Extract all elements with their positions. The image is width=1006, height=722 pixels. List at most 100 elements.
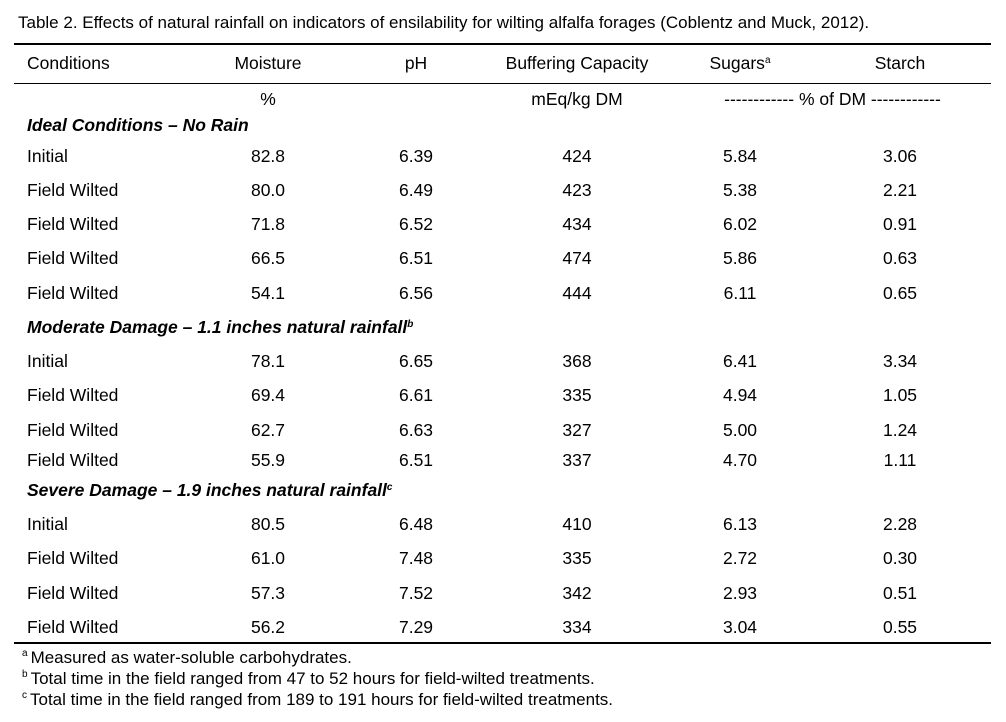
row-ph: 6.65: [398, 351, 434, 371]
row-moisture: 71.8: [250, 214, 286, 234]
footnote-c: c Total time in the field ranged from 189…: [22, 690, 613, 710]
row-ph: 7.48: [398, 548, 434, 568]
row-buffering: 327: [562, 420, 592, 440]
row-buffering: 474: [562, 248, 592, 268]
row-condition: Field Wilted: [27, 248, 119, 268]
row-buffering: 334: [562, 617, 592, 637]
row-starch: 0.51: [882, 583, 918, 603]
row-buffering: 434: [562, 214, 592, 234]
row-moisture: 57.3: [250, 583, 286, 603]
row-condition: Initial: [27, 514, 68, 534]
row-sugars: 5.00: [722, 420, 758, 440]
row-starch: 3.34: [882, 351, 918, 371]
row-ph: 6.63: [398, 420, 434, 440]
row-ph: 6.48: [398, 514, 434, 534]
row-condition: Field Wilted: [27, 214, 119, 234]
footnote-text: Total time in the field ranged from 47 t…: [30, 669, 595, 688]
row-starch: 0.55: [882, 617, 918, 637]
header-sugars: Sugarsa: [690, 52, 790, 74]
header-conditions: Conditions: [27, 53, 110, 73]
row-starch: 0.65: [882, 283, 918, 303]
row-moisture: 62.7: [250, 420, 286, 440]
row-condition: Field Wilted: [27, 385, 119, 405]
row-buffering: 444: [562, 283, 592, 303]
row-buffering: 423: [562, 180, 592, 200]
footnote-mark: a: [22, 648, 28, 659]
row-starch: 0.91: [882, 214, 918, 234]
header-moisture: Moisture: [234, 53, 302, 73]
footnote-mark: c: [22, 690, 27, 701]
row-starch: 3.06: [882, 146, 918, 166]
row-buffering: 424: [562, 146, 592, 166]
top-rule: [14, 43, 991, 45]
row-starch: 0.30: [882, 548, 918, 568]
row-condition: Field Wilted: [27, 180, 119, 200]
row-moisture: 61.0: [250, 548, 286, 568]
row-starch: 1.24: [882, 420, 918, 440]
footnote-b: b Total time in the field ranged from 47 …: [22, 669, 595, 689]
row-ph: 6.39: [398, 146, 434, 166]
section-title-text: Ideal Conditions – No Rain: [27, 115, 249, 135]
section-footnote-mark: b: [407, 319, 414, 330]
row-condition: Initial: [27, 146, 68, 166]
row-ph: 6.52: [398, 214, 434, 234]
section-title-severe: Severe Damage – 1.9 inches natural rainf…: [27, 479, 392, 501]
header-sugars-label: Sugars: [709, 53, 765, 73]
row-sugars: 5.84: [722, 146, 758, 166]
unit-buffering: mEq/kg DM: [531, 89, 623, 109]
row-sugars: 6.41: [722, 351, 758, 371]
footnote-text: Measured as water-soluble carbohydrates.: [30, 648, 352, 667]
row-moisture: 78.1: [250, 351, 286, 371]
row-buffering: 335: [562, 548, 592, 568]
row-starch: 2.28: [882, 514, 918, 534]
row-condition: Field Wilted: [27, 548, 119, 568]
row-ph: 6.51: [398, 450, 434, 470]
row-sugars: 3.04: [722, 617, 758, 637]
row-sugars: 4.70: [722, 450, 758, 470]
table-caption: Table 2. Effects of natural rainfall on …: [18, 13, 870, 32]
row-moisture: 82.8: [250, 146, 286, 166]
footnote-a: a Measured as water-soluble carbohydrates…: [22, 648, 352, 668]
row-moisture: 56.2: [250, 617, 286, 637]
row-starch: 1.05: [882, 385, 918, 405]
row-ph: 6.56: [398, 283, 434, 303]
header-sugars-footnote-mark: a: [764, 55, 771, 66]
unit-sugars-starch: ------------ % of DM ------------: [724, 89, 941, 109]
row-condition: Field Wilted: [27, 583, 119, 603]
row-condition: Field Wilted: [27, 617, 119, 637]
row-ph: 7.52: [398, 583, 434, 603]
footnote-mark: b: [22, 669, 28, 680]
row-moisture: 54.1: [250, 283, 286, 303]
row-buffering: 342: [562, 583, 592, 603]
row-condition: Field Wilted: [27, 420, 119, 440]
row-sugars: 4.94: [722, 385, 758, 405]
row-moisture: 69.4: [250, 385, 286, 405]
row-sugars: 2.93: [722, 583, 758, 603]
header-rule: [14, 83, 991, 84]
section-title-text: Moderate Damage – 1.1 inches natural rai…: [27, 317, 408, 337]
row-sugars: 6.11: [723, 283, 757, 303]
row-starch: 0.63: [882, 248, 918, 268]
section-title-text: Severe Damage – 1.9 inches natural rainf…: [27, 480, 387, 500]
header-ph: pH: [404, 53, 428, 73]
row-sugars: 6.13: [722, 514, 758, 534]
bottom-rule: [14, 642, 991, 644]
row-sugars: 6.02: [722, 214, 758, 234]
row-moisture: 80.5: [250, 514, 286, 534]
row-condition: Field Wilted: [27, 283, 119, 303]
row-buffering: 410: [562, 514, 592, 534]
section-title-ideal: Ideal Conditions – No Rain: [27, 114, 249, 136]
footnote-text: Total time in the field ranged from 189 …: [30, 690, 614, 709]
section-footnote-mark: c: [386, 482, 393, 493]
row-ph: 6.61: [398, 385, 434, 405]
row-moisture: 80.0: [250, 180, 286, 200]
header-starch: Starch: [874, 53, 926, 73]
row-sugars: 2.72: [722, 548, 758, 568]
row-buffering: 368: [562, 351, 592, 371]
row-ph: 7.29: [398, 617, 434, 637]
row-sugars: 5.38: [722, 180, 758, 200]
row-ph: 6.49: [398, 180, 434, 200]
row-moisture: 55.9: [250, 450, 286, 470]
section-title-moderate: Moderate Damage – 1.1 inches natural rai…: [27, 316, 413, 338]
row-moisture: 66.5: [250, 248, 286, 268]
